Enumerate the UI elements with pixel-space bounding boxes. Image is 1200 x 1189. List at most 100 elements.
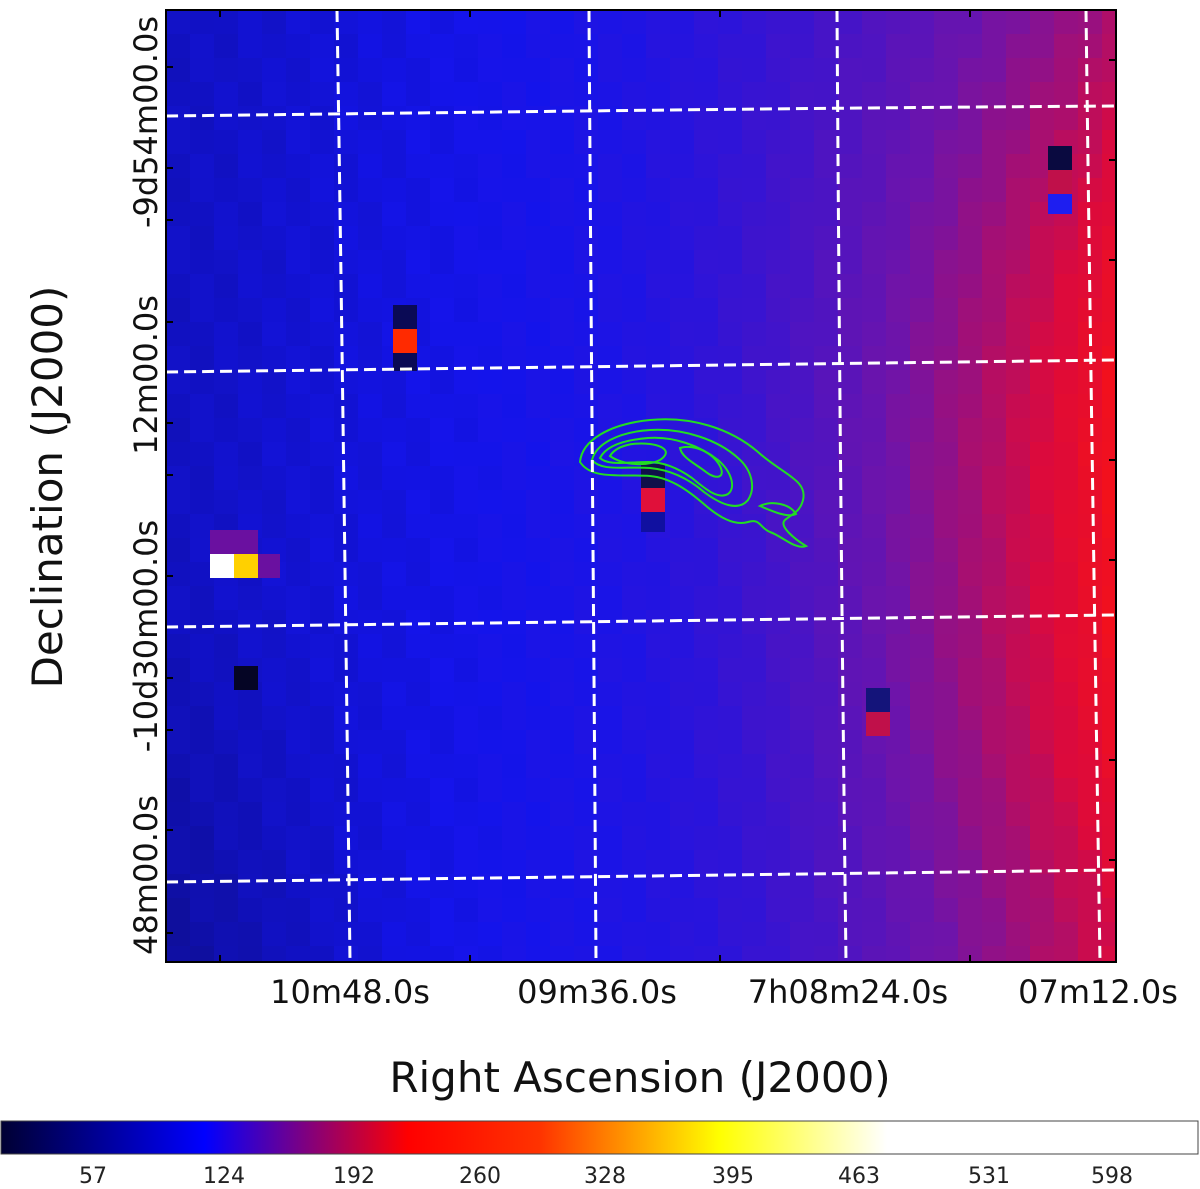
heatmap-pixel: [382, 658, 407, 683]
heatmap-pixel: [334, 346, 359, 371]
heatmap-pixel: [358, 394, 383, 419]
heatmap-pixel: [670, 394, 695, 419]
heatmap-pixel: [934, 154, 959, 179]
heatmap-pixel: [286, 106, 311, 131]
heatmap-pixel: [406, 682, 431, 707]
heatmap-pixel: [670, 922, 695, 947]
heatmap-pixel: [1054, 226, 1079, 251]
heatmap-pixel: [646, 850, 671, 875]
heatmap-pixel: [214, 10, 239, 35]
heatmap-pixel: [166, 778, 191, 803]
heatmap-pixel: [646, 274, 671, 299]
heatmap-pixel: [814, 898, 839, 923]
heatmap-pixel: [982, 682, 1007, 707]
heatmap-pixel: [358, 562, 383, 587]
heatmap-pixel: [646, 802, 671, 827]
heatmap-pixel: [862, 898, 887, 923]
source-pixel: [866, 688, 890, 712]
heatmap-pixel: [502, 418, 527, 443]
heatmap-pixel: [1102, 154, 1116, 179]
heatmap-pixel: [502, 466, 527, 491]
heatmap-pixel: [598, 298, 623, 323]
heatmap-pixel: [694, 586, 719, 611]
heatmap-pixel: [1006, 946, 1031, 962]
heatmap-pixel: [622, 826, 647, 851]
heatmap-pixel: [214, 850, 239, 875]
heatmap-image: [166, 10, 1116, 962]
heatmap-pixel: [382, 586, 407, 611]
heatmap-pixel: [1054, 730, 1079, 755]
heatmap-pixel: [598, 226, 623, 251]
heatmap-pixel: [694, 562, 719, 587]
heatmap-pixel: [934, 754, 959, 779]
heatmap-pixel: [286, 466, 311, 491]
heatmap-pixel: [1006, 730, 1031, 755]
heatmap-pixel: [1102, 82, 1116, 107]
heatmap-pixel: [358, 466, 383, 491]
heatmap-pixel: [694, 778, 719, 803]
heatmap-pixel: [382, 898, 407, 923]
heatmap-pixel: [718, 394, 743, 419]
heatmap-pixel: [742, 922, 767, 947]
heatmap-pixel: [790, 298, 815, 323]
heatmap-pixel: [478, 658, 503, 683]
heatmap-pixel: [622, 586, 647, 611]
heatmap-pixel: [1006, 826, 1031, 851]
colorbar-tick-label: 395: [712, 1164, 754, 1189]
heatmap-pixel: [190, 394, 215, 419]
heatmap-pixel: [670, 34, 695, 59]
heatmap-pixel: [358, 946, 383, 962]
heatmap-pixel: [694, 898, 719, 923]
heatmap-pixel: [862, 250, 887, 275]
heatmap-pixel: [310, 154, 335, 179]
heatmap-pixel: [646, 154, 671, 179]
heatmap-pixel: [862, 442, 887, 467]
heatmap-pixel: [790, 442, 815, 467]
heatmap-pixel: [694, 538, 719, 563]
heatmap-pixel: [382, 394, 407, 419]
heatmap-pixel: [238, 466, 263, 491]
heatmap-pixel: [862, 514, 887, 539]
heatmap-pixel: [910, 370, 935, 395]
heatmap-pixel: [334, 442, 359, 467]
heatmap-pixel: [286, 946, 311, 962]
heatmap-pixel: [718, 802, 743, 827]
heatmap-pixel: [1102, 826, 1116, 851]
heatmap-pixel: [958, 562, 983, 587]
heatmap-pixel: [982, 538, 1007, 563]
heatmap-pixel: [814, 346, 839, 371]
heatmap-pixel: [742, 322, 767, 347]
heatmap-pixel: [502, 106, 527, 131]
heatmap-pixel: [958, 778, 983, 803]
heatmap-pixel: [646, 898, 671, 923]
heatmap-pixel: [646, 826, 671, 851]
heatmap-pixel: [478, 370, 503, 395]
heatmap-pixel: [958, 298, 983, 323]
heatmap-pixel: [886, 874, 911, 899]
heatmap-pixel: [406, 898, 431, 923]
heatmap-pixel: [430, 802, 455, 827]
heatmap-pixel: [622, 250, 647, 275]
heatmap-pixel: [766, 586, 791, 611]
heatmap-pixel: [574, 490, 599, 515]
heatmap-pixel: [310, 826, 335, 851]
heatmap-pixel: [454, 730, 479, 755]
heatmap-pixel: [550, 394, 575, 419]
heatmap-pixel: [358, 754, 383, 779]
heatmap-pixel: [382, 826, 407, 851]
heatmap-pixel: [838, 394, 863, 419]
heatmap-pixel: [718, 58, 743, 83]
heatmap-pixel: [598, 802, 623, 827]
heatmap-pixel: [1030, 658, 1055, 683]
heatmap-pixel: [670, 226, 695, 251]
heatmap-pixel: [646, 658, 671, 683]
heatmap-pixel: [1030, 466, 1055, 491]
heatmap-pixel: [622, 130, 647, 155]
heatmap-pixel: [238, 346, 263, 371]
heatmap-pixel: [598, 370, 623, 395]
heatmap-pixel: [214, 250, 239, 275]
heatmap-pixel: [310, 394, 335, 419]
heatmap-pixel: [214, 346, 239, 371]
heatmap-pixel: [454, 34, 479, 59]
heatmap-pixel: [310, 538, 335, 563]
